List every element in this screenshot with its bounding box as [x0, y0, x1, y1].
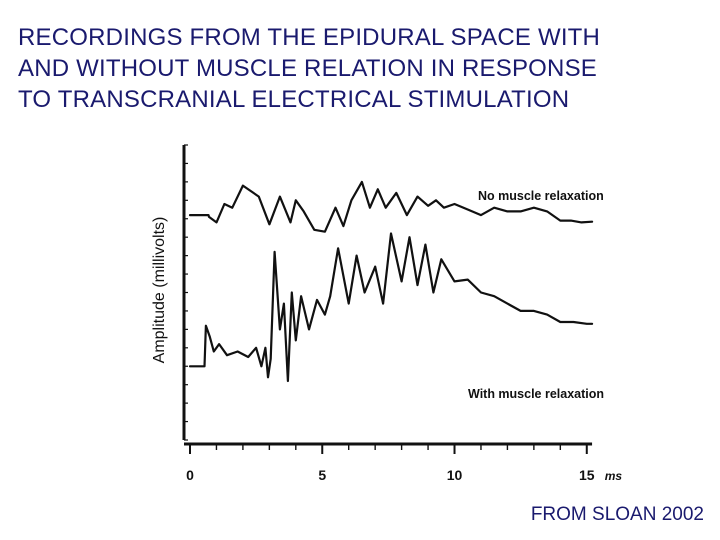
y-axis-label: Amplitude (millivolts)	[151, 217, 168, 364]
x-tick-label: 15	[579, 467, 595, 483]
series-label-no-relaxation: No muscle relaxation	[478, 189, 604, 203]
chart-series-lines	[188, 180, 594, 383]
series-line-no-relaxation	[188, 180, 594, 233]
x-tick-label: 0	[186, 467, 194, 483]
x-tick-label: 5	[318, 467, 326, 483]
x-axis-unit-label: ms	[605, 469, 623, 483]
series-line-with-relaxation	[188, 232, 594, 383]
series-label-with-relaxation: With muscle relaxation	[468, 387, 604, 401]
source-credit: FROM SLOAN 2002	[530, 504, 704, 525]
chart-axes: 0 5 10 15 ms	[182, 144, 623, 483]
x-tick-label: 10	[447, 467, 463, 483]
slide-title: RECORDINGS FROM THE EPIDURAL SPACE WITH …	[18, 24, 601, 113]
